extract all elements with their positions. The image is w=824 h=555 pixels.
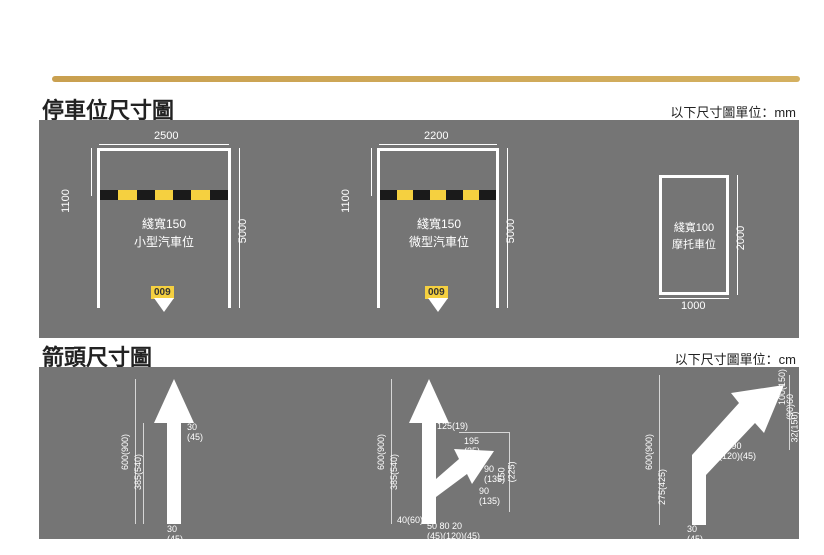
dim: 50 80 20(45)(120)(45) [427,522,480,542]
hazard-stripe [100,190,228,200]
dim-line [99,144,229,145]
label-line2: 摩托車位 [672,239,716,251]
dim: 30(45) [167,525,183,545]
dim-width: 2200 [424,130,448,142]
label-line1: 綫寬100 [674,222,714,234]
dim: 90(135) [479,487,500,507]
dim: 275(425) [657,469,667,505]
section1-unit: 以下尺寸圖單位：mm [670,102,796,121]
guide [789,375,790,450]
pointer-icon [428,298,448,312]
dim-height: 5000 [505,219,517,243]
dim: 80 90(120)(45) [719,442,756,462]
slot-label: 綫寬100 摩托車位 [657,220,731,253]
arrow-panel: 600(900) 385(540) 30(45) 30(45) 600(900)… [39,367,799,539]
label-line2: 微型汽車位 [409,235,469,249]
slot-label: 綫寬150 小型汽車位 [114,215,214,251]
pointer-icon [154,298,174,312]
guide [143,423,144,524]
dim: 30(45) [187,423,203,443]
dim-left: 1100 [340,189,352,213]
parking-panel: 2500 1100 綫寬150 小型汽車位 5000 009 2200 1100… [39,120,799,338]
top-accent-bar [52,76,800,82]
label-line1: 綫寬150 [142,217,186,231]
dim: 600(900) [644,434,654,470]
label-line2: 小型汽車位 [134,235,194,249]
dim-height: 2000 [735,226,747,250]
dim: 600(900) [120,434,130,470]
section2-unit: 以下尺寸圖單位：cm [675,349,796,368]
dim: 385(540) [133,454,143,490]
dim-width: 2500 [154,130,178,142]
dim: 150(225) [498,461,518,482]
guide [459,432,509,433]
dim-left: 1100 [60,189,72,213]
dim: 195(25) [464,437,480,457]
slot-label: 綫寬150 微型汽車位 [389,215,489,251]
label-line1: 綫寬150 [417,217,461,231]
dim-line [379,144,497,145]
dim: 600(900) [376,434,386,470]
dim: 30(45) [687,525,703,545]
dim: 40(60) [397,515,423,525]
hazard-stripe [380,190,496,200]
dim-height: 5000 [237,219,249,243]
arrow-icon [154,379,194,524]
guide [509,432,510,512]
dim-line [659,298,729,299]
dim: 32(150) [790,411,800,442]
guide [135,379,136,524]
dim-line [371,148,372,196]
dim: 385(540) [389,454,399,490]
dim-width: 1000 [681,300,705,312]
guide [391,379,392,524]
dim-line [91,148,92,196]
dim: 125(19) [437,421,468,431]
